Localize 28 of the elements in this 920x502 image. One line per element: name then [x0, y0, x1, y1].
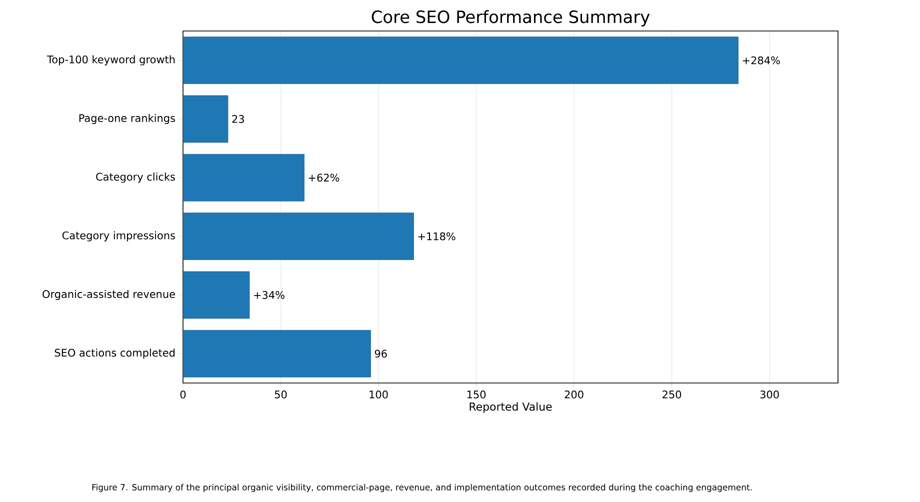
caption: Figure 7. Summary of the principal organic visibility, commercial-page, revenue, and implementation outcomes recorded during the coaching engagement. — [92, 484, 752, 492]
bar — [183, 154, 304, 202]
x-tick-label: 200 — [564, 390, 584, 398]
y-tick-label: Category clicks — [96, 172, 175, 183]
x-tick-label: 150 — [467, 390, 486, 398]
bar — [183, 330, 371, 378]
y-tick-label: Organic-assisted revenue — [42, 290, 175, 300]
x-tick-label: 50 — [274, 390, 287, 398]
data-label: +62% — [308, 174, 340, 182]
y-tick-label: Page-one rankings — [79, 114, 175, 124]
x-tick-label: 100 — [370, 390, 388, 398]
data-label: +34% — [254, 291, 284, 299]
x-tick-label: 300 — [760, 390, 779, 398]
x-axis-title: Reported Value — [470, 402, 552, 413]
bar — [183, 95, 228, 143]
x-tick-label: 0 — [180, 390, 186, 398]
bar — [183, 36, 738, 84]
data-label: 23 — [232, 115, 244, 123]
data-label: +284% — [742, 56, 780, 64]
x-tick-label: 250 — [662, 390, 682, 398]
y-tick-label: Top-100 keyword growth — [46, 55, 175, 66]
chart-title: Core SEO Performance Summary — [372, 10, 650, 26]
data-label: 96 — [374, 350, 387, 358]
bar — [183, 271, 250, 319]
y-tick-label: Category impressions — [62, 231, 175, 242]
y-tick-label: SEO actions completed — [54, 348, 175, 359]
bar — [183, 212, 414, 260]
data-label: +118% — [418, 232, 456, 240]
